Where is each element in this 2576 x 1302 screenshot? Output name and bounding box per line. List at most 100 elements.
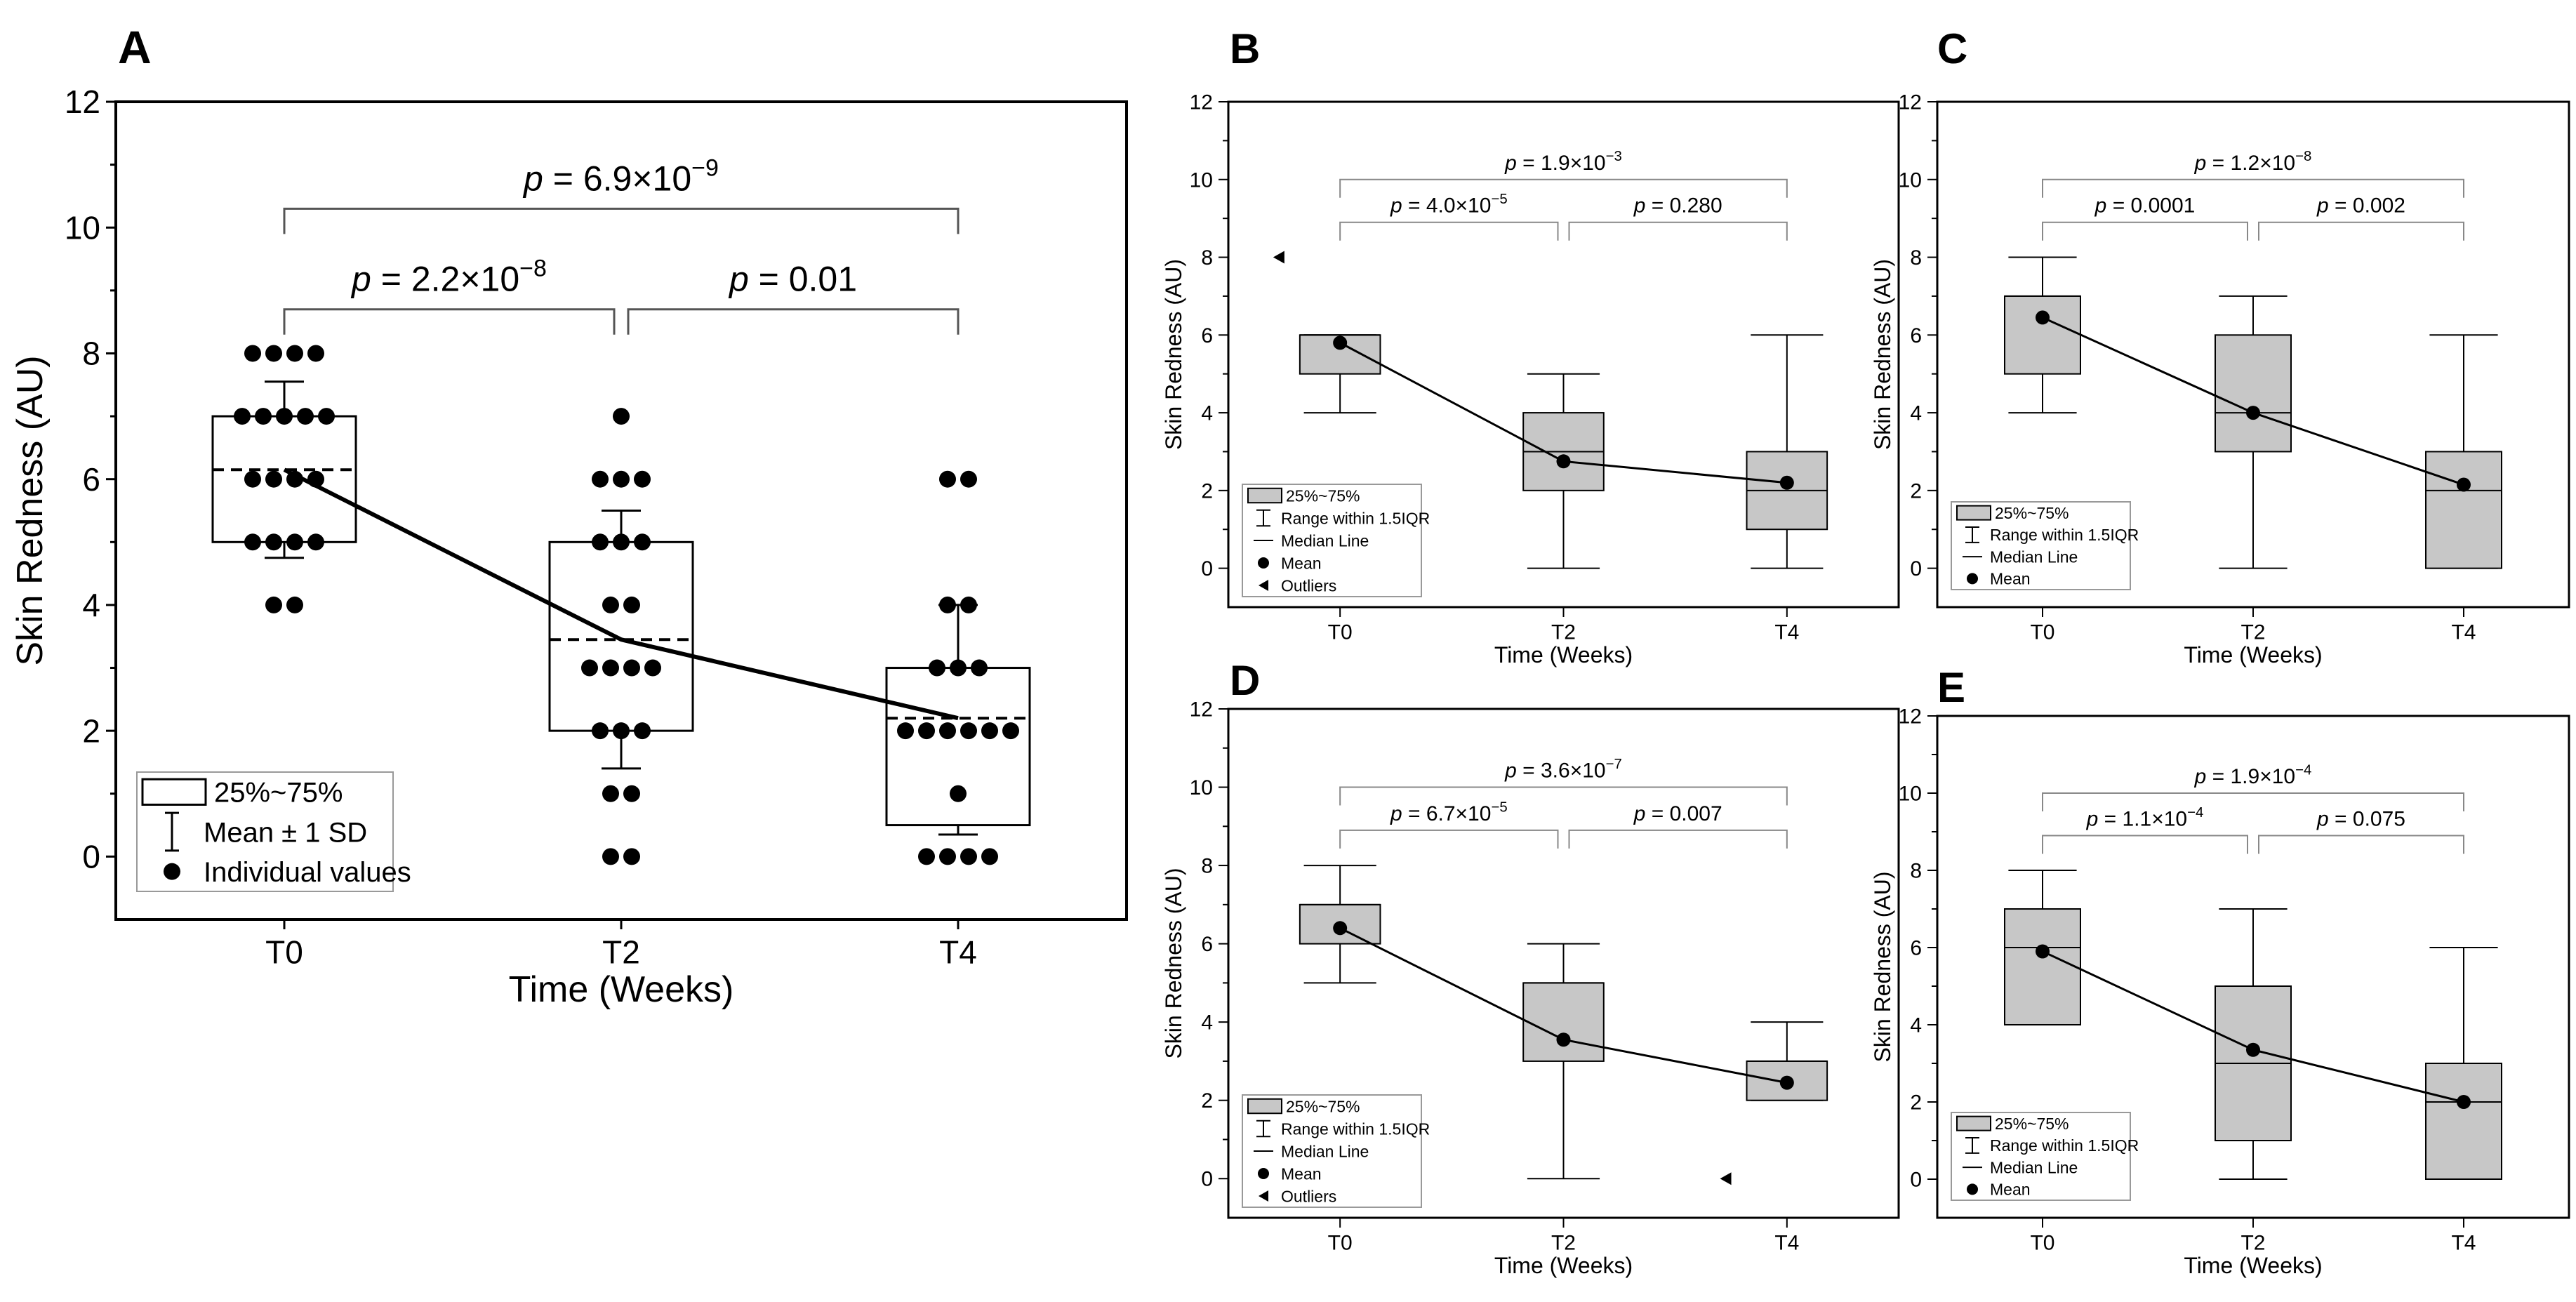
panel-b-ytick-label: 6 bbox=[1201, 324, 1213, 347]
panel-a-individual-point bbox=[613, 408, 630, 425]
panel-a-mean-trend-line bbox=[283, 467, 959, 721]
panel-d-mean-point bbox=[1779, 1075, 1794, 1090]
panel-d-xtick-label: T4 bbox=[1774, 1232, 1799, 1255]
panel-a-individual-point bbox=[613, 722, 630, 740]
panel-a-individual-point bbox=[286, 345, 303, 362]
panel-b-legend-label: Range within 1.5IQR bbox=[1281, 509, 1430, 527]
panel-c-ytick-label: 0 bbox=[1910, 557, 1922, 580]
panel-letter-d: D bbox=[1230, 657, 1260, 704]
panel-a-individual-point bbox=[1002, 722, 1019, 740]
panel-a-individual-point bbox=[255, 408, 272, 425]
panel-a-individual-point bbox=[318, 408, 335, 425]
panel-c-box bbox=[2215, 334, 2292, 453]
panel-a-individual-point bbox=[634, 533, 651, 551]
panel-c-ytick-label: 6 bbox=[1910, 324, 1922, 347]
panel-c-xtick-label: T2 bbox=[2240, 621, 2265, 644]
panel-a-individual-point bbox=[244, 470, 261, 488]
panel-e-chart: 0 2 4 6 8 10 12 T0 T2 T4 Time (Weeks) Skin Redness … bbox=[1870, 705, 2570, 1278]
panel-d-ytick-label: 6 bbox=[1201, 933, 1213, 956]
panel-c-legend-label: Mean bbox=[1990, 570, 2031, 588]
panel-b-significance-bracket bbox=[1339, 178, 1788, 198]
panel-a-individual-point bbox=[623, 596, 640, 613]
panel-a-ytick-label: 2 bbox=[82, 712, 100, 749]
panel-b-mean-point bbox=[1333, 336, 1348, 350]
panel-e-significance-bracket bbox=[2042, 835, 2248, 854]
panel-a-individual-point bbox=[265, 470, 282, 488]
panel-e-mean-point bbox=[2457, 1095, 2471, 1109]
panel-a-ytick-label: 12 bbox=[65, 84, 100, 120]
panel-d-ytick-label: 12 bbox=[1190, 698, 1213, 722]
panel-a-significance-bracket bbox=[627, 308, 960, 335]
panel-a-individual-point bbox=[950, 659, 967, 677]
panel-c-legend-swatch-dot bbox=[1967, 573, 1978, 585]
panel-c-legend-label: Range within 1.5IQR bbox=[1990, 526, 2139, 544]
panel-a-individual-point bbox=[276, 408, 293, 425]
panel-d-box bbox=[1522, 982, 1605, 1062]
panel-c-box bbox=[2425, 451, 2502, 569]
panel-d-p-value-label: p = 0.007 bbox=[1633, 802, 1722, 825]
panel-a-individual-point bbox=[307, 533, 324, 551]
panel-a-individual-point bbox=[918, 848, 935, 865]
panel-b-legend-label: Mean bbox=[1281, 554, 1322, 572]
panel-b-significance-bracket bbox=[1339, 221, 1559, 241]
panel-a-legend-label: Mean ± 1 SD bbox=[204, 817, 367, 848]
panel-e-p-value-label: p = 1.9×10−4 bbox=[2194, 762, 2312, 788]
panel-c-legend-label: 25%~75% bbox=[1995, 504, 2069, 522]
panel-b-legend-swatch-outlier bbox=[1259, 580, 1268, 591]
panel-a-x-axis-label: Time (Weeks) bbox=[509, 969, 734, 1010]
panel-e-box bbox=[2004, 908, 2081, 1025]
panel-d-legend-label: Median Line bbox=[1281, 1142, 1369, 1160]
panel-b-xtick-label: T0 bbox=[1328, 621, 1353, 644]
panel-a-individual-point bbox=[286, 533, 303, 551]
panel-e-xtick-label: T2 bbox=[2240, 1232, 2265, 1255]
panel-e-legend-label: Mean bbox=[1990, 1181, 2031, 1199]
panel-d-x-axis-label: Time (Weeks) bbox=[1494, 1253, 1633, 1278]
panel-b-ytick-label: 10 bbox=[1190, 168, 1213, 192]
panel-a-significance-bracket bbox=[283, 207, 960, 234]
panel-c-ytick-label: 10 bbox=[1899, 168, 1922, 192]
panel-d-chart: 0 2 4 6 8 10 12 T0 T2 T4 Time (Weeks) Skin Redness … bbox=[1161, 698, 1900, 1278]
panel-a-box bbox=[211, 415, 357, 543]
panel-e-legend-swatch-box bbox=[1956, 1115, 1991, 1131]
panel-d-xtick-label: T2 bbox=[1551, 1232, 1576, 1255]
panel-d-significance-bracket bbox=[1339, 786, 1788, 806]
panel-a-individual-point bbox=[929, 659, 945, 677]
panel-a-significance-bracket bbox=[283, 308, 616, 335]
panel-a-individual-point bbox=[286, 596, 303, 613]
panel-c-box bbox=[2004, 295, 2081, 375]
panel-c-xtick-label: T4 bbox=[2451, 621, 2476, 644]
panel-c-xtick-label: T0 bbox=[2030, 621, 2054, 644]
panel-e-mean-point bbox=[2036, 944, 2050, 959]
panel-b-mean-point bbox=[1779, 475, 1794, 490]
panel-e-xtick-label: T0 bbox=[2030, 1232, 2054, 1255]
panel-e-ytick-label: 8 bbox=[1910, 860, 1922, 883]
panel-d-legend-label: 25%~75% bbox=[1286, 1097, 1360, 1115]
panel-a-individual-point bbox=[307, 345, 324, 362]
panel-a-ytick-label: 4 bbox=[82, 587, 100, 623]
panel-c-ytick-label: 12 bbox=[1899, 91, 1922, 114]
panel-a-individual-point bbox=[602, 785, 619, 802]
panel-d-mean-point bbox=[1556, 1032, 1571, 1047]
panel-c-significance-bracket bbox=[2042, 221, 2248, 241]
panel-a-individual-point bbox=[623, 659, 640, 677]
panel-a-individual-point bbox=[244, 533, 261, 551]
panel-a-individual-point bbox=[265, 345, 282, 362]
panel-e-legend-label: Median Line bbox=[1990, 1158, 2078, 1176]
panel-c-significance-bracket bbox=[2042, 178, 2464, 198]
panel-a-individual-point bbox=[592, 470, 609, 488]
panel-c-p-value-label: p = 0.0001 bbox=[2094, 194, 2196, 218]
panel-c-chart: 0 2 4 6 8 10 12 T0 T2 T4 Time (Weeks) Skin Redness … bbox=[1870, 91, 2570, 667]
panel-e-significance-bracket bbox=[2258, 835, 2464, 854]
panel-c-y-axis-label: Skin Redness (AU) bbox=[1870, 259, 1895, 450]
panel-a-individual-point bbox=[918, 722, 935, 740]
panel-e-ytick-label: 10 bbox=[1899, 783, 1922, 806]
panel-e-ytick-label: 4 bbox=[1910, 1014, 1922, 1037]
panel-letter-e: E bbox=[1937, 664, 1965, 711]
panel-e-legend-label: Range within 1.5IQR bbox=[1990, 1136, 2139, 1155]
panel-e-y-axis-label: Skin Redness (AU) bbox=[1870, 871, 1895, 1062]
panel-d-y-axis-label: Skin Redness (AU) bbox=[1161, 868, 1186, 1058]
panel-b-legend-swatch-dot bbox=[1258, 557, 1269, 569]
panel-a-xtick-label: T0 bbox=[265, 934, 303, 970]
panel-a-individual-point bbox=[244, 345, 261, 362]
panel-a-individual-point bbox=[581, 659, 598, 677]
